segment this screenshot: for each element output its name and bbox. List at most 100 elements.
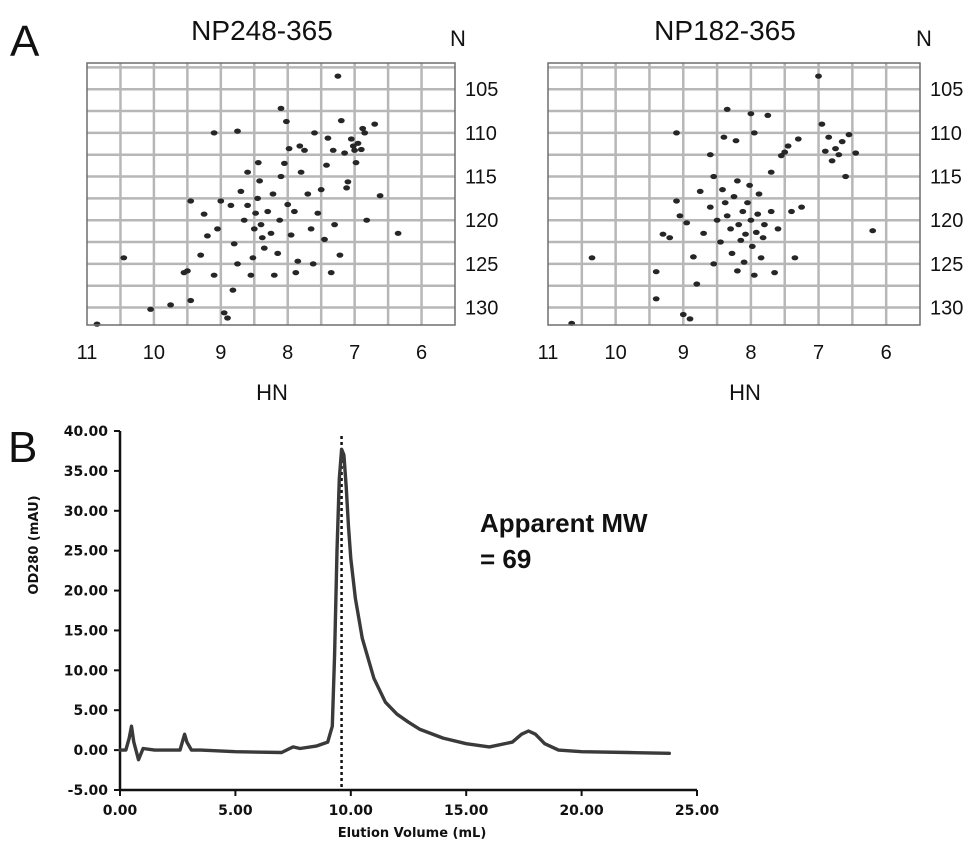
x-tick-label: 10 — [143, 342, 165, 364]
nmr-peak — [317, 187, 325, 193]
nmr-peak — [686, 316, 694, 322]
y-tick-label: 125 — [465, 254, 498, 276]
nmr-peak — [321, 236, 328, 242]
y-tick-label: 25.00 — [64, 544, 109, 560]
nmr-peak — [673, 130, 680, 136]
panel-a-label: A — [10, 17, 40, 66]
nmr-spectrum-np248-365: NP248-365 N HN 11 10 9 8 7 6 1051101151201251… — [77, 15, 499, 405]
nmr-peak — [93, 321, 101, 327]
nmr-peak — [734, 178, 741, 184]
nmr-peak — [147, 306, 155, 312]
nmr-peak — [727, 226, 734, 232]
nmr-peak — [679, 311, 687, 318]
nmr-peak — [748, 243, 756, 249]
nmr-peak — [297, 169, 305, 175]
x-tick-labels: 11 10 9 8 7 6 — [77, 342, 427, 364]
nmr-peak — [314, 210, 322, 216]
y-tick-label: -5.00 — [68, 783, 109, 799]
nmr-peak — [214, 226, 221, 232]
nmr-peak — [296, 143, 304, 149]
nmr-peak — [283, 118, 290, 125]
nmr-peak — [818, 121, 826, 127]
y-tick-labels: 105 110 115 120 125 130 — [930, 79, 963, 319]
nmr-peak — [735, 222, 743, 228]
nmr-peak — [234, 128, 241, 134]
nmr-peak — [352, 160, 360, 166]
nmr-peak — [249, 255, 257, 261]
y-axis-title: OD280 (mAU) — [27, 495, 42, 594]
x-axis-title: HN — [729, 380, 761, 405]
nmr-peak — [717, 239, 724, 245]
nmr-peak — [336, 252, 344, 258]
nmr-peak — [720, 134, 728, 140]
nmr-peak — [351, 147, 358, 153]
y-axis-title: N — [450, 26, 466, 51]
nmr-peak — [693, 281, 701, 287]
nmr-peak — [284, 201, 292, 208]
nmr-peak — [337, 118, 345, 124]
nmr-peak — [260, 245, 268, 251]
nmr-peak — [359, 125, 367, 132]
plot-frame — [547, 62, 921, 326]
nmr-peak — [349, 143, 357, 149]
x-tick-label: 10.00 — [329, 803, 374, 819]
nmr-peak — [217, 198, 225, 204]
nmr-peak — [676, 213, 684, 219]
nmr-peak — [673, 198, 680, 204]
nmr-peak — [376, 193, 384, 199]
y-tick-label: 120 — [930, 210, 963, 232]
nmr-peak — [719, 187, 726, 193]
nmr-peak — [187, 198, 195, 204]
y-axis-title: N — [916, 26, 932, 51]
x-tick-label: 8 — [745, 342, 756, 364]
nmr-peak — [230, 241, 238, 247]
nmr-peak — [234, 261, 241, 267]
nmr-peak — [700, 230, 707, 236]
panel-b-label: B — [8, 423, 37, 472]
y-tick-label: 5.00 — [73, 703, 108, 719]
nmr-peak — [210, 272, 218, 278]
nmr-peak — [696, 188, 704, 194]
y-tick-label: 0.00 — [73, 743, 108, 759]
nmr-peak — [588, 255, 596, 261]
nmr-title: NP248-365 — [191, 15, 333, 46]
nmr-peak — [344, 179, 352, 185]
nmr-peak — [309, 261, 317, 267]
nmr-peak — [307, 226, 315, 232]
nmr-peak — [197, 252, 205, 258]
nmr-peak — [267, 230, 275, 236]
nmr-peak — [761, 222, 768, 228]
nmr-peak — [746, 182, 753, 188]
nmr-peak — [343, 185, 350, 191]
apparent-mw-value: = 69 — [480, 544, 531, 574]
nmr-peak — [347, 136, 355, 142]
nmr-peak — [269, 191, 277, 197]
nmr-peak — [167, 302, 175, 308]
nmr-peak — [220, 310, 228, 316]
nmr-peak — [274, 250, 282, 256]
x-tick-label: 11 — [77, 342, 98, 364]
grid — [548, 63, 920, 325]
nmr-peak — [294, 258, 302, 264]
x-tick-label: 8 — [282, 342, 293, 364]
y-tick-label: 120 — [465, 210, 498, 232]
nmr-peak — [781, 149, 789, 155]
nmr-peak — [301, 147, 308, 153]
nmr-peak — [728, 250, 736, 256]
nmr-peak — [815, 73, 822, 79]
nmr-peak — [244, 202, 252, 208]
nmr-peak — [791, 255, 799, 261]
nmr-peak — [744, 200, 751, 206]
x-axis-title: Elution Volume (mL) — [338, 826, 487, 841]
nmr-peak — [227, 202, 235, 208]
nmr-peak — [723, 106, 731, 112]
nmr-peak — [821, 148, 829, 154]
y-tick-label: 10.00 — [64, 663, 109, 679]
nmr-peak — [739, 208, 747, 215]
nmr-peak — [258, 235, 266, 241]
nmr-peak — [254, 160, 262, 166]
nmr-peak — [852, 150, 860, 156]
nmr-peak — [723, 213, 731, 219]
nmr-peak — [304, 191, 312, 197]
